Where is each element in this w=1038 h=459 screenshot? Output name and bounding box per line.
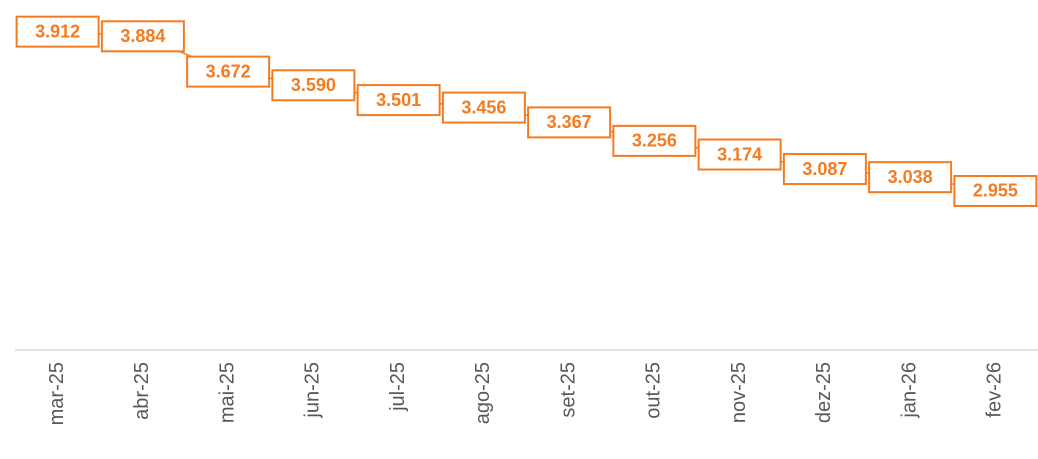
value-label: 3.367 [547, 112, 592, 132]
x-tick-label: mai-25 [216, 362, 238, 423]
value-label: 3.256 [632, 131, 677, 151]
value-label: 3.174 [717, 144, 762, 164]
x-tick-label: fev-26 [984, 362, 1006, 418]
x-tick-label: set-25 [557, 362, 579, 418]
value-label-box [697, 138, 782, 171]
x-tick-label: out-25 [643, 362, 665, 419]
value-label: 2.955 [973, 181, 1018, 201]
x-tick-label: mar-25 [46, 362, 68, 425]
value-label: 3.456 [461, 97, 506, 117]
x-tick-label: jun-25 [302, 362, 324, 419]
value-label: 3.884 [120, 26, 165, 46]
value-label: 3.038 [888, 167, 933, 187]
value-label-box [15, 15, 100, 48]
value-label-box [186, 55, 271, 88]
x-tick-label: abr-25 [131, 362, 153, 420]
value-label: 3.087 [802, 159, 847, 179]
x-tick-label: dez-25 [813, 362, 835, 423]
x-tick-label: jul-25 [387, 362, 409, 412]
value-label-box [868, 161, 953, 194]
value-label: 3.672 [206, 61, 251, 81]
value-label-box [527, 106, 612, 139]
value-label: 3.501 [376, 90, 421, 110]
value-label: 3.590 [291, 75, 336, 95]
value-label-box [782, 153, 867, 186]
value-label: 3.912 [35, 21, 80, 41]
value-label-box [953, 174, 1038, 207]
value-label-box [612, 124, 697, 157]
value-label-box [356, 84, 441, 117]
x-tick-label: jan-26 [898, 362, 920, 419]
x-tick-label: ago-25 [472, 362, 494, 424]
value-label-box [441, 91, 526, 124]
value-label-box [271, 69, 356, 102]
value-label-box [100, 20, 185, 53]
x-tick-label: nov-25 [728, 362, 750, 423]
